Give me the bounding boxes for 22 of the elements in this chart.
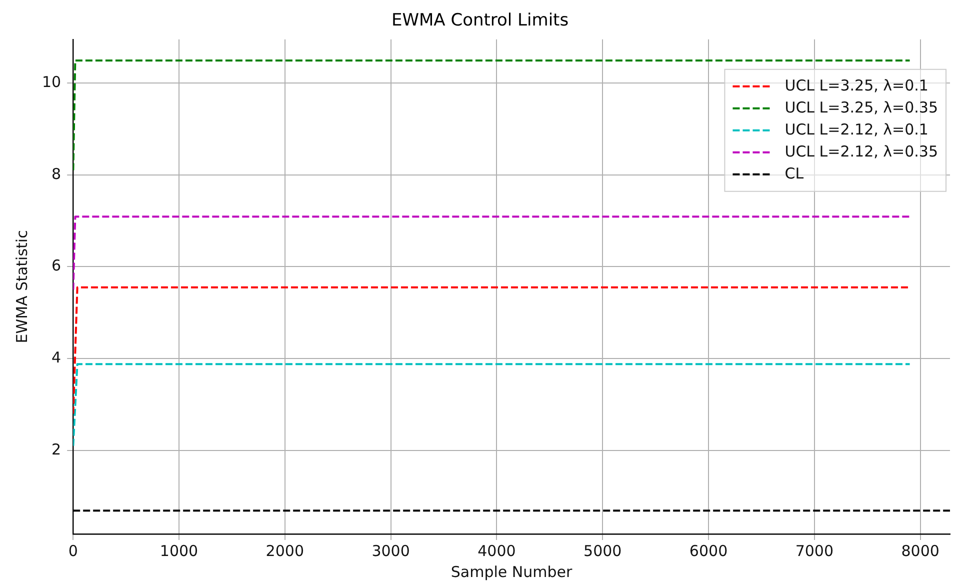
x-tick-label: 8000 — [901, 542, 940, 560]
y-axis-title: EWMA Statistic — [12, 230, 31, 344]
y-tick-label: 4 — [52, 348, 62, 366]
legend-label: UCL L=2.12, λ=0.1 — [784, 120, 928, 138]
x-tick-label: 5000 — [584, 542, 622, 560]
x-axis-title: Sample Number — [450, 562, 574, 581]
x-tick-label: 0 — [68, 542, 78, 560]
y-tick-label: 6 — [52, 256, 62, 275]
x-tick-label: 4000 — [478, 542, 516, 560]
chart-title: EWMA Control Limits — [391, 10, 569, 31]
y-tick-label: 8 — [52, 164, 62, 183]
x-tick-label: 7000 — [795, 542, 834, 560]
x-tick-label: 2000 — [266, 542, 304, 560]
y-tick-label: 10 — [42, 72, 62, 91]
x-tick-label: 1000 — [160, 542, 198, 560]
legend-label: UCL L=3.25, λ=0.35 — [784, 98, 938, 116]
legend-label: CL — [784, 164, 804, 182]
x-tick-label: 6000 — [689, 542, 728, 560]
x-tick-label: 3000 — [372, 542, 410, 560]
legend-label: UCL L=2.12, λ=0.35 — [784, 142, 938, 160]
y-tick-label: 2 — [52, 440, 62, 458]
legend-label: UCL L=3.25, λ=0.1 — [784, 76, 928, 94]
